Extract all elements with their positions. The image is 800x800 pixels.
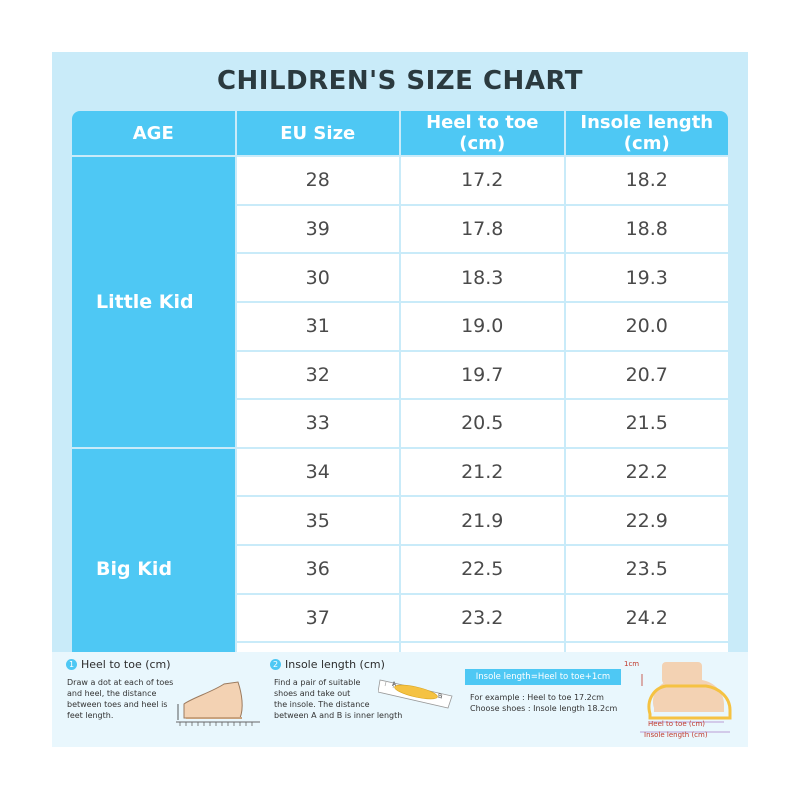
size-chart-panel: CHILDREN'S SIZE CHART AGE EU Size Heel t…	[52, 52, 748, 747]
insole-length-cell: 18.2	[565, 157, 728, 204]
step1-line: feet length.	[67, 711, 114, 720]
eu-size-cell: 28	[236, 157, 399, 204]
insole-length-cell: 22.9	[565, 497, 728, 544]
step1-title: Heel to toe (cm)	[81, 658, 171, 671]
table-row: 31 19.0 20.0	[72, 302, 728, 350]
table-row: 33 20.5 21.5	[72, 400, 728, 447]
heel-to-toe-cell: 21.2	[401, 448, 564, 496]
point-b-label: B	[438, 693, 442, 700]
step1-line: Draw a dot at each of toes	[67, 678, 174, 687]
table-row: 30 18.3 19.3	[72, 254, 728, 301]
chart-title: CHILDREN'S SIZE CHART	[216, 66, 584, 96]
insole-length-cell: 22.2	[565, 448, 728, 496]
insole-length-cell: 21.5	[565, 400, 728, 447]
header-insole-length: Insole length (cm)	[565, 111, 728, 155]
step1-line: between toes and heel is	[67, 700, 168, 709]
step1-description: Draw a dot at each of toes and heel, the…	[67, 677, 173, 721]
foot-ruler-icon	[176, 681, 260, 726]
eu-size-cell: 33	[236, 400, 399, 447]
header-row: AGE EU Size Heel to toe (cm) Insole leng…	[72, 111, 728, 155]
step2-line: between A and B is inner length	[274, 711, 403, 720]
heel-to-toe-cell: 19.0	[401, 302, 564, 350]
eu-size-cell: 30	[236, 254, 399, 301]
step2-line: shoes and take out	[274, 689, 351, 698]
table-row: 35 21.9 22.9	[72, 497, 728, 544]
heel-to-toe-cell: 21.9	[401, 497, 564, 544]
header-eu-size: EU Size	[236, 111, 399, 155]
insole-length-cell: 23.5	[565, 546, 728, 593]
measurement-guide: 1 Heel to toe (cm) Draw a dot at each of …	[52, 652, 748, 747]
heel-to-toe-cell: 17.2	[401, 157, 564, 204]
age-big-kid: Big Kid	[72, 448, 235, 690]
eu-size-cell: 39	[236, 205, 399, 253]
example-line: For example : Heel to toe 17.2cm	[470, 693, 604, 702]
heel-to-toe-cell: 22.5	[401, 546, 564, 593]
insole-length-cell: 20.0	[565, 302, 728, 350]
table-row: 39 17.8 18.8	[72, 205, 728, 253]
eu-size-cell: 37	[236, 594, 399, 642]
one-cm-label: 1cm	[624, 660, 640, 668]
foot-diagram-icon	[640, 662, 732, 733]
step2-number: 2	[270, 659, 281, 670]
step2-title: Insole length (cm)	[285, 658, 385, 671]
header-age: AGE	[72, 111, 235, 155]
step2-line: Find a pair of suitable	[274, 678, 361, 687]
example-line: Choose shoes : Insole length 18.2cm	[470, 704, 618, 713]
table-row: 37 23.2 24.2	[72, 594, 728, 642]
heel-to-toe-label: Heel to toe (cm)	[648, 720, 705, 728]
table-row: 32 19.7 20.7	[72, 351, 728, 399]
eu-size-cell: 35	[236, 497, 399, 544]
insole-length-label: Insole length (cm)	[644, 731, 708, 739]
heel-to-toe-cell: 18.3	[401, 254, 564, 301]
example-text: For example : Heel to toe 17.2cm Choose …	[470, 692, 617, 714]
eu-size-cell: 31	[236, 302, 399, 350]
step2-line: the insole. The distance	[274, 700, 370, 709]
step1-heading: 1 Heel to toe (cm)	[66, 658, 171, 671]
table-row: Big Kid 34 21.2 22.2	[72, 448, 728, 690]
size-table: AGE EU Size Heel to toe (cm) Insole leng…	[70, 109, 730, 692]
heel-to-toe-cell: 17.8	[401, 205, 564, 253]
heel-to-toe-cell: 23.2	[401, 594, 564, 642]
step2-heading: 2 Insole length (cm)	[270, 658, 385, 671]
heel-to-toe-cell: 19.7	[401, 351, 564, 399]
heel-to-toe-cell: 20.5	[401, 400, 564, 447]
step2-description: Find a pair of suitable shoes and take o…	[274, 677, 402, 721]
point-a-label: A	[392, 681, 397, 688]
insole-length-cell: 24.2	[565, 594, 728, 642]
eu-size-cell: 32	[236, 351, 399, 399]
header-heel-to-toe: Heel to toe (cm)	[401, 111, 564, 155]
insole-length-cell: 20.7	[565, 351, 728, 399]
age-little-kid: Little Kid	[72, 157, 235, 447]
eu-size-cell: 34	[236, 448, 399, 496]
step1-number: 1	[66, 659, 77, 670]
insole-ruler-icon: A B	[378, 679, 453, 709]
table-row: 36 22.5 23.5	[72, 546, 728, 593]
insole-length-cell: 19.3	[565, 254, 728, 301]
formula-banner: Insole length=Heel to toe+1cm	[465, 669, 621, 685]
insole-length-cell: 18.8	[565, 205, 728, 253]
step1-line: and heel, the distance	[67, 689, 157, 698]
eu-size-cell: 36	[236, 546, 399, 593]
table-row: Little Kid 28 17.2 18.2	[72, 157, 728, 447]
